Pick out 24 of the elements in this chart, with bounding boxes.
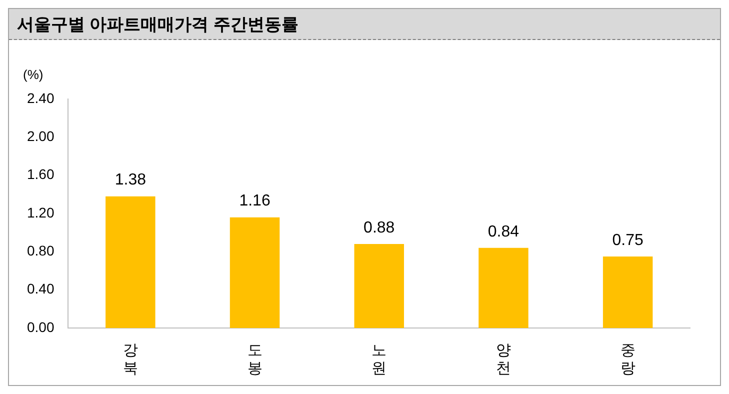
y-tick-label: 0.40 xyxy=(27,280,54,297)
bar xyxy=(478,248,528,328)
y-tick-label: 1.20 xyxy=(27,204,54,220)
data-label: 0.84 xyxy=(488,223,520,240)
data-label: 0.75 xyxy=(612,232,644,249)
data-label: 1.16 xyxy=(239,192,270,210)
x-tick-label: 도봉 xyxy=(247,342,262,378)
x-tick-label: 중랑 xyxy=(620,342,636,378)
bar xyxy=(602,256,653,328)
data-label: 0.88 xyxy=(364,219,395,236)
x-tick-label: 강북 xyxy=(122,342,138,378)
y-tick-label: 0.00 xyxy=(27,318,54,335)
bar xyxy=(354,244,404,328)
y-tick-label: 1.60 xyxy=(27,166,54,182)
x-tick-label: 양천 xyxy=(496,342,511,378)
y-tick-label: 2.00 xyxy=(27,128,54,144)
bar xyxy=(230,217,280,328)
y-tick-label: 2.40 xyxy=(27,90,54,106)
y-tick-label: 0.80 xyxy=(27,242,54,259)
chart-title: 서울구별 아파트매매가격 주간변동률 xyxy=(17,14,298,36)
y-axis-title: (%) xyxy=(23,67,44,82)
x-tick-label: 노원 xyxy=(372,342,387,378)
data-label: 1.38 xyxy=(114,172,146,189)
bar xyxy=(106,196,156,328)
